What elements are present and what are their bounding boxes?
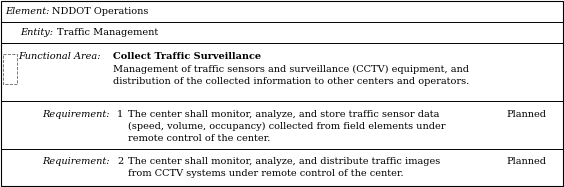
Text: Planned: Planned xyxy=(506,157,546,166)
Text: 2: 2 xyxy=(117,157,124,166)
Text: Management of traffic sensors and surveillance (CCTV) equipment, and: Management of traffic sensors and survei… xyxy=(113,65,469,74)
Text: Element:: Element: xyxy=(5,7,50,16)
Text: Traffic Management: Traffic Management xyxy=(57,27,158,36)
Text: Functional Area:: Functional Area: xyxy=(18,52,100,61)
Text: Planned: Planned xyxy=(506,110,546,119)
Text: Requirement:: Requirement: xyxy=(42,110,109,119)
Text: 1: 1 xyxy=(117,110,124,119)
Text: Requirement:: Requirement: xyxy=(42,157,109,166)
Text: Collect Traffic Surveillance: Collect Traffic Surveillance xyxy=(113,52,261,61)
Bar xyxy=(3,54,17,84)
Text: from CCTV systems under remote control of the center.: from CCTV systems under remote control o… xyxy=(128,169,404,178)
Text: The center shall monitor, analyze, and distribute traffic images: The center shall monitor, analyze, and d… xyxy=(128,157,440,166)
Text: NDDOT Operations: NDDOT Operations xyxy=(52,7,148,16)
Text: The center shall monitor, analyze, and store traffic sensor data: The center shall monitor, analyze, and s… xyxy=(128,110,439,119)
Text: (speed, volume, occupancy) collected from field elements under: (speed, volume, occupancy) collected fro… xyxy=(128,122,446,131)
Text: distribution of the collected information to other centers and operators.: distribution of the collected informatio… xyxy=(113,77,469,86)
Text: remote control of the center.: remote control of the center. xyxy=(128,134,270,143)
Text: Entity:: Entity: xyxy=(20,27,53,36)
